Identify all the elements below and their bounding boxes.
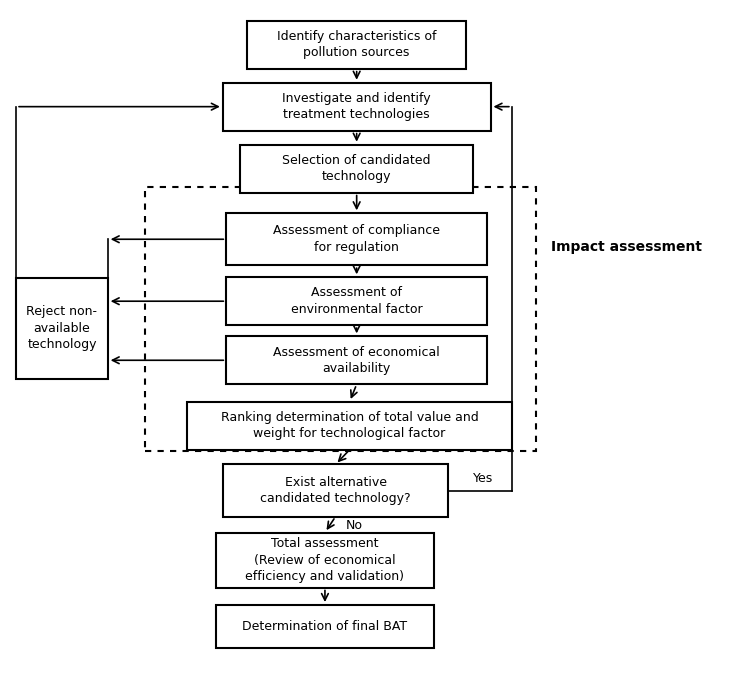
- Text: No: No: [346, 520, 363, 532]
- Text: Ranking determination of total value and
weight for technological factor: Ranking determination of total value and…: [221, 411, 478, 441]
- Bar: [188, 402, 512, 449]
- Bar: [226, 336, 487, 384]
- Bar: [216, 532, 434, 588]
- Text: Identify characteristics of
pollution sources: Identify characteristics of pollution so…: [277, 30, 436, 59]
- Text: Impact assessment: Impact assessment: [551, 240, 701, 254]
- Bar: [216, 605, 434, 648]
- Text: Assessment of compliance
for regulation: Assessment of compliance for regulation: [273, 224, 440, 254]
- Bar: [247, 20, 466, 69]
- Text: Selection of candidated
technology: Selection of candidated technology: [283, 154, 431, 184]
- Bar: [241, 145, 473, 192]
- Text: Assessment of
environmental factor: Assessment of environmental factor: [291, 286, 422, 316]
- Bar: [16, 277, 107, 379]
- Text: Total assessment
(Review of economical
efficiency and validation): Total assessment (Review of economical e…: [245, 537, 405, 583]
- Bar: [226, 214, 487, 265]
- Bar: [226, 277, 487, 325]
- Text: Determination of final BAT: Determination of final BAT: [242, 620, 408, 633]
- Text: Reject non-
available
technology: Reject non- available technology: [26, 305, 97, 352]
- Text: Yes: Yes: [473, 472, 493, 485]
- Bar: [145, 186, 537, 451]
- Text: Investigate and identify
treatment technologies: Investigate and identify treatment techn…: [283, 92, 431, 122]
- Text: Assessment of economical
availability: Assessment of economical availability: [273, 345, 440, 375]
- Text: Exist alternative
candidated technology?: Exist alternative candidated technology?: [261, 476, 411, 505]
- Bar: [223, 83, 491, 131]
- Bar: [223, 464, 448, 517]
